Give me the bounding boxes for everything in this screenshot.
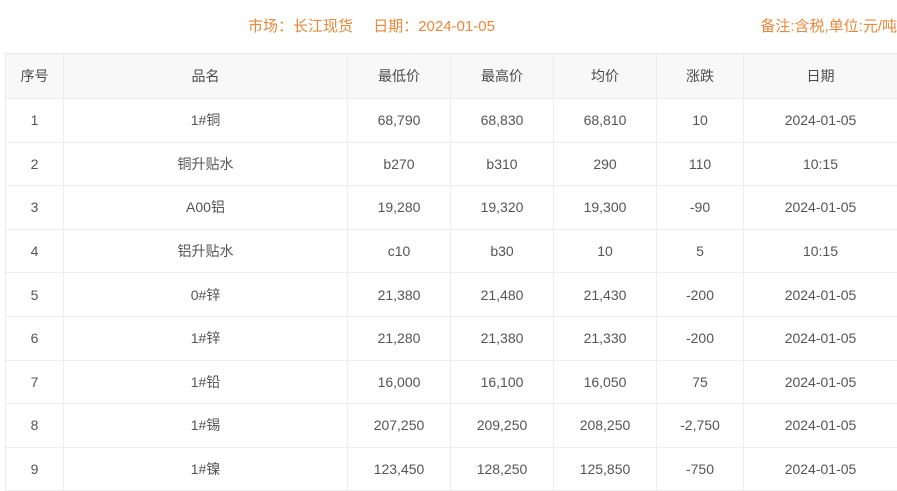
cell-avg: 10: [554, 229, 657, 273]
caption-note: 备注:含税,单位:元/吨: [760, 0, 897, 53]
cell-avg: 16,050: [554, 360, 657, 404]
cell-low: 123,450: [348, 447, 451, 491]
table-header: 序号 品名 最低价 最高价 均价 涨跌 日期: [6, 54, 897, 99]
cell-index: 8: [6, 404, 64, 448]
cell-change: 10: [657, 99, 744, 143]
cell-low: c10: [348, 229, 451, 273]
cell-date: 10:15: [744, 142, 897, 186]
cell-date: 2024-01-05: [744, 404, 897, 448]
cell-avg: 290: [554, 142, 657, 186]
cell-date: 10:15: [744, 229, 897, 273]
column-header-high[interactable]: 最高价: [451, 54, 554, 99]
cell-high: 16,100: [451, 360, 554, 404]
cell-date: 2024-01-05: [744, 186, 897, 230]
cell-low: 207,250: [348, 404, 451, 448]
cell-high: 21,380: [451, 316, 554, 360]
cell-date: 2024-01-05: [744, 99, 897, 143]
cell-avg: 21,430: [554, 273, 657, 317]
cell-name: 1#铜: [64, 99, 348, 143]
cell-name: 1#镍: [64, 447, 348, 491]
caption-bar: 市场：长江现货 日期：2024-01-05 备注:含税,单位:元/吨: [0, 0, 897, 53]
column-header-name[interactable]: 品名: [64, 54, 348, 99]
cell-index: 6: [6, 316, 64, 360]
cell-low: 21,280: [348, 316, 451, 360]
cell-change: -2,750: [657, 404, 744, 448]
cell-name: 0#锌: [64, 273, 348, 317]
cell-name: 1#铅: [64, 360, 348, 404]
cell-high: 19,320: [451, 186, 554, 230]
column-header-avg[interactable]: 均价: [554, 54, 657, 99]
cell-low: 68,790: [348, 99, 451, 143]
cell-name: 1#锌: [64, 316, 348, 360]
cell-change: -750: [657, 447, 744, 491]
cell-change: -200: [657, 316, 744, 360]
cell-change: -90: [657, 186, 744, 230]
cell-avg: 125,850: [554, 447, 657, 491]
cell-change: 5: [657, 229, 744, 273]
cell-index: 7: [6, 360, 64, 404]
cell-high: b30: [451, 229, 554, 273]
cell-index: 1: [6, 99, 64, 143]
cell-index: 2: [6, 142, 64, 186]
cell-high: 68,830: [451, 99, 554, 143]
cell-low: 19,280: [348, 186, 451, 230]
cell-high: 209,250: [451, 404, 554, 448]
table-header-row: 序号 品名 最低价 最高价 均价 涨跌 日期: [6, 54, 897, 99]
cell-index: 3: [6, 186, 64, 230]
column-header-low[interactable]: 最低价: [348, 54, 451, 99]
cell-high: b310: [451, 142, 554, 186]
cell-name: 铜升贴水: [64, 142, 348, 186]
cell-change: 110: [657, 142, 744, 186]
cell-date: 2024-01-05: [744, 316, 897, 360]
cell-date: 2024-01-05: [744, 273, 897, 317]
column-header-date[interactable]: 日期: [744, 54, 897, 99]
cell-avg: 19,300: [554, 186, 657, 230]
cell-low: b270: [348, 142, 451, 186]
cell-avg: 68,810: [554, 99, 657, 143]
cell-change: 75: [657, 360, 744, 404]
cell-high: 128,250: [451, 447, 554, 491]
cell-index: 4: [6, 229, 64, 273]
cell-name: A00铝: [64, 186, 348, 230]
cell-date: 2024-01-05: [744, 360, 897, 404]
cell-high: 21,480: [451, 273, 554, 317]
cell-name: 1#锡: [64, 404, 348, 448]
cell-date: 2024-01-05: [744, 447, 897, 491]
column-header-index[interactable]: 序号: [6, 54, 64, 99]
cell-change: -200: [657, 273, 744, 317]
column-header-change[interactable]: 涨跌: [657, 54, 744, 99]
cell-name: 铝升贴水: [64, 229, 348, 273]
caption-center-group: 市场：长江现货 日期：2024-01-05: [248, 0, 495, 53]
cell-index: 9: [6, 447, 64, 491]
cell-low: 16,000: [348, 360, 451, 404]
quote-date-label: 日期：2024-01-05: [373, 0, 495, 53]
cell-avg: 21,330: [554, 316, 657, 360]
market-label: 市场：长江现货: [248, 0, 353, 53]
cell-low: 21,380: [348, 273, 451, 317]
cell-index: 5: [6, 273, 64, 317]
cell-avg: 208,250: [554, 404, 657, 448]
